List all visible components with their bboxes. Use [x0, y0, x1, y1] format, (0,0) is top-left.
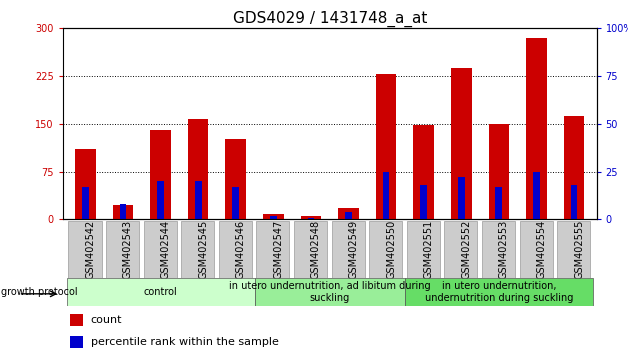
FancyBboxPatch shape: [519, 221, 553, 278]
Text: GSM402545: GSM402545: [198, 219, 208, 279]
Bar: [420, 185, 427, 219]
Text: GSM402550: GSM402550: [386, 219, 396, 279]
Bar: [270, 216, 277, 219]
Bar: [82, 187, 89, 219]
Bar: [188, 119, 208, 219]
Bar: [70, 336, 84, 348]
Bar: [564, 116, 585, 219]
Bar: [301, 216, 322, 219]
FancyBboxPatch shape: [219, 221, 252, 278]
FancyBboxPatch shape: [67, 278, 254, 306]
Bar: [382, 172, 389, 219]
Bar: [458, 177, 465, 219]
FancyBboxPatch shape: [482, 221, 515, 278]
Bar: [157, 181, 164, 219]
Text: count: count: [91, 315, 122, 325]
Text: GSM402542: GSM402542: [85, 219, 95, 279]
FancyBboxPatch shape: [256, 221, 290, 278]
Bar: [338, 208, 359, 219]
FancyBboxPatch shape: [369, 221, 403, 278]
Text: in utero undernutrition, ad libitum during
suckling: in utero undernutrition, ad libitum duri…: [229, 281, 431, 303]
Bar: [308, 218, 314, 219]
FancyBboxPatch shape: [144, 221, 176, 278]
Bar: [112, 205, 133, 219]
Text: GSM402555: GSM402555: [574, 219, 584, 279]
FancyBboxPatch shape: [557, 221, 590, 278]
Bar: [526, 38, 547, 219]
Text: percentile rank within the sample: percentile rank within the sample: [91, 337, 279, 347]
FancyBboxPatch shape: [294, 221, 327, 278]
Bar: [413, 125, 434, 219]
Text: GSM402553: GSM402553: [499, 219, 509, 279]
Title: GDS4029 / 1431748_a_at: GDS4029 / 1431748_a_at: [232, 11, 427, 27]
Bar: [70, 314, 84, 326]
Text: GSM402547: GSM402547: [273, 219, 283, 279]
Text: GSM402552: GSM402552: [462, 219, 471, 279]
Bar: [345, 212, 352, 219]
Bar: [195, 181, 202, 219]
FancyBboxPatch shape: [106, 221, 139, 278]
Text: GSM402548: GSM402548: [311, 220, 321, 279]
Bar: [495, 187, 502, 219]
Bar: [263, 215, 284, 219]
Bar: [489, 124, 509, 219]
Bar: [232, 187, 239, 219]
Text: GSM402554: GSM402554: [536, 219, 546, 279]
FancyBboxPatch shape: [445, 221, 477, 278]
Text: in utero undernutrition,
undernutrition during suckling: in utero undernutrition, undernutrition …: [425, 281, 573, 303]
FancyBboxPatch shape: [181, 221, 214, 278]
Bar: [571, 185, 577, 219]
Text: GSM402546: GSM402546: [236, 220, 246, 279]
FancyBboxPatch shape: [332, 221, 365, 278]
Text: GSM402551: GSM402551: [424, 219, 434, 279]
Bar: [150, 130, 171, 219]
Bar: [533, 172, 540, 219]
Text: GSM402543: GSM402543: [123, 220, 133, 279]
Text: GSM402549: GSM402549: [349, 220, 359, 279]
FancyBboxPatch shape: [405, 278, 593, 306]
Text: control: control: [144, 287, 178, 297]
FancyBboxPatch shape: [407, 221, 440, 278]
Bar: [225, 138, 246, 219]
FancyBboxPatch shape: [68, 221, 102, 278]
Bar: [376, 74, 396, 219]
Text: growth protocol: growth protocol: [1, 287, 77, 297]
Bar: [451, 68, 472, 219]
Bar: [119, 204, 126, 219]
Bar: [75, 149, 95, 219]
Text: GSM402544: GSM402544: [161, 220, 171, 279]
FancyBboxPatch shape: [254, 278, 405, 306]
